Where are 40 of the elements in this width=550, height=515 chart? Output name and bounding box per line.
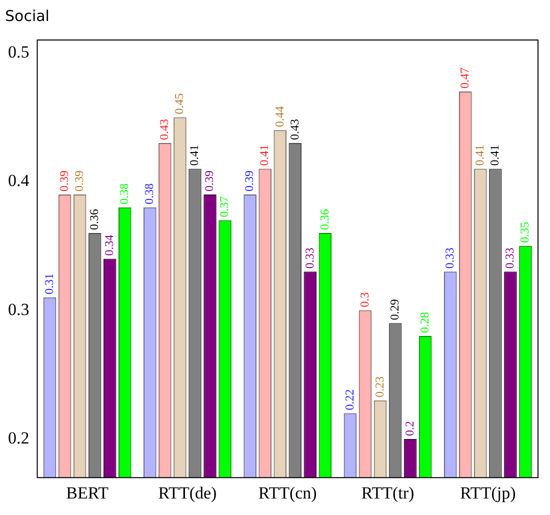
data-label: 0.47 [458, 67, 472, 88]
data-label: 0.35 [518, 222, 532, 243]
y-tick-label: 0.5 [8, 42, 30, 62]
x-tick-label: RTT(tr) [361, 483, 414, 502]
data-label: 0.29 [387, 299, 402, 320]
data-label: 0.41 [488, 144, 502, 166]
data-label: 0.41 [257, 144, 272, 166]
data-label: 0.39 [242, 170, 256, 192]
data-label: 0.23 [372, 376, 386, 398]
data-label: 0.36 [86, 209, 101, 230]
data-label: 0.39 [56, 170, 71, 192]
data-label: 0.43 [157, 118, 172, 140]
data-label: 0.41 [187, 144, 202, 166]
x-tick-label: RTT(de) [158, 483, 217, 502]
data-label: 0.45 [172, 93, 186, 114]
y-tick-label: 0.4 [8, 171, 30, 190]
chart-title: Social [5, 6, 50, 25]
data-label: 0.3 [357, 292, 372, 308]
y-tick-label: 0.3 [8, 300, 30, 319]
data-label: 0.36 [317, 209, 332, 230]
data-label: 0.33 [302, 248, 316, 269]
data-label: 0.38 [117, 183, 132, 204]
data-label: 0.31 [42, 273, 56, 294]
data-label: 0.43 [287, 118, 302, 140]
data-label: 0.28 [417, 312, 432, 334]
data-label: 0.39 [202, 170, 216, 192]
x-tick-label: RTT(cn) [258, 483, 317, 502]
data-label: 0.38 [142, 183, 156, 204]
data-label: 0.22 [342, 389, 356, 410]
x-tick-label: RTT(jp) [460, 483, 516, 502]
data-label: 0.2 [402, 420, 416, 436]
data-label: 0.37 [217, 196, 232, 218]
y-tick-label: 0.2 [8, 428, 30, 448]
data-label: 0.39 [72, 170, 86, 192]
x-tick-label: BERT [66, 483, 110, 502]
data-label: 0.44 [272, 106, 286, 128]
data-label: 0.41 [472, 144, 487, 166]
data-label: 0.33 [442, 248, 457, 269]
data-label: 0.34 [102, 234, 116, 256]
data-label: 0.33 [502, 248, 517, 269]
